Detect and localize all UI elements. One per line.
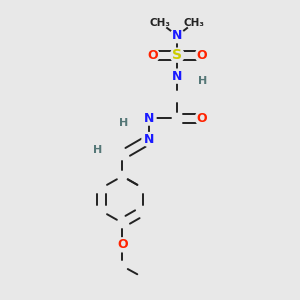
Text: O: O (197, 49, 208, 62)
Text: O: O (197, 112, 208, 124)
Circle shape (195, 74, 209, 88)
Text: H: H (197, 76, 207, 86)
Circle shape (170, 29, 184, 43)
Text: N: N (172, 29, 182, 42)
Text: N: N (144, 112, 154, 124)
Text: CH₃: CH₃ (183, 18, 204, 28)
Circle shape (91, 143, 105, 158)
Text: O: O (147, 49, 158, 62)
Text: H: H (119, 118, 129, 128)
Circle shape (142, 133, 156, 146)
Circle shape (142, 111, 156, 125)
Text: O: O (117, 238, 128, 251)
Circle shape (153, 16, 167, 30)
Circle shape (170, 48, 184, 62)
Circle shape (195, 48, 209, 62)
Text: H: H (93, 146, 103, 155)
Text: N: N (172, 70, 182, 83)
Circle shape (145, 48, 159, 62)
Text: S: S (172, 48, 182, 62)
Circle shape (117, 116, 131, 130)
Circle shape (115, 238, 129, 252)
Circle shape (187, 16, 201, 30)
Circle shape (170, 69, 184, 83)
Text: N: N (144, 133, 154, 146)
Circle shape (195, 111, 209, 125)
Text: CH₃: CH₃ (150, 18, 171, 28)
